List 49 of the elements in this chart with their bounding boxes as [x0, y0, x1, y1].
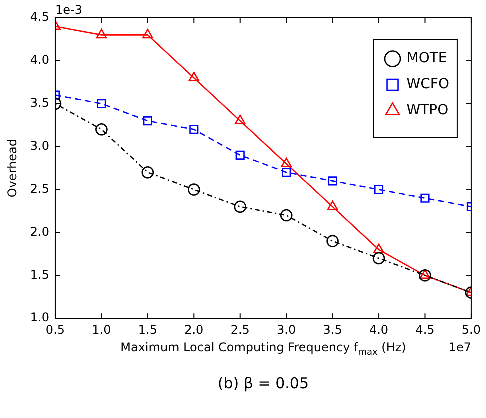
point — [236, 150, 245, 160]
point — [96, 124, 108, 136]
legend-label: MOTE — [406, 50, 448, 67]
x-tick-label: 4.5 — [416, 322, 435, 337]
point — [190, 125, 199, 134]
point — [326, 235, 339, 248]
point — [374, 244, 384, 254]
point — [374, 185, 384, 194]
text: 1e7 — [448, 340, 472, 355]
y-tick-label: 2.5 — [30, 182, 50, 196]
x-tick-label: 1.0 — [92, 322, 112, 337]
text: (b) β = 0.05 — [218, 374, 310, 393]
y-tick-label: 1.0 — [30, 310, 50, 325]
point — [234, 114, 246, 124]
y-tick-label: 3.5 — [30, 96, 50, 110]
point — [372, 252, 386, 265]
point — [96, 29, 108, 39]
legend-label: WTPO — [406, 102, 449, 119]
point — [328, 176, 338, 186]
y-tick-label: 4.5 — [30, 10, 50, 24]
point — [234, 200, 247, 214]
point — [280, 209, 293, 222]
point — [419, 270, 432, 282]
legend-label: WCFO — [406, 76, 450, 93]
point — [327, 200, 338, 210]
x-tick-label: 2.0 — [184, 322, 204, 337]
x-tick-label: 3.0 — [277, 322, 296, 337]
point — [143, 116, 152, 126]
x-tick-label: 1.5 — [138, 322, 158, 337]
x-tick-label: 4.0 — [369, 322, 389, 337]
point — [188, 184, 200, 196]
x-tick-label: 3.5 — [323, 322, 342, 337]
point — [188, 72, 200, 82]
point — [420, 194, 430, 203]
x-tick-label: 5.0 — [462, 322, 482, 337]
point — [282, 168, 292, 178]
point — [281, 158, 292, 168]
y-tick-label: 2.0 — [30, 224, 50, 239]
x-tick-label: 0.5 — [46, 322, 66, 337]
point — [420, 270, 431, 280]
y-tick-label: 3.0 — [30, 138, 50, 153]
y-tick-label: 4.0 — [30, 53, 50, 68]
x-tick-label: 2.5 — [230, 322, 250, 337]
point — [142, 166, 154, 179]
y-tick-label: 1.5 — [30, 268, 50, 282]
text: 1e-3 — [55, 3, 82, 17]
y-axis-title: Overhead — [5, 138, 20, 198]
point — [97, 99, 106, 108]
point — [142, 29, 154, 39]
